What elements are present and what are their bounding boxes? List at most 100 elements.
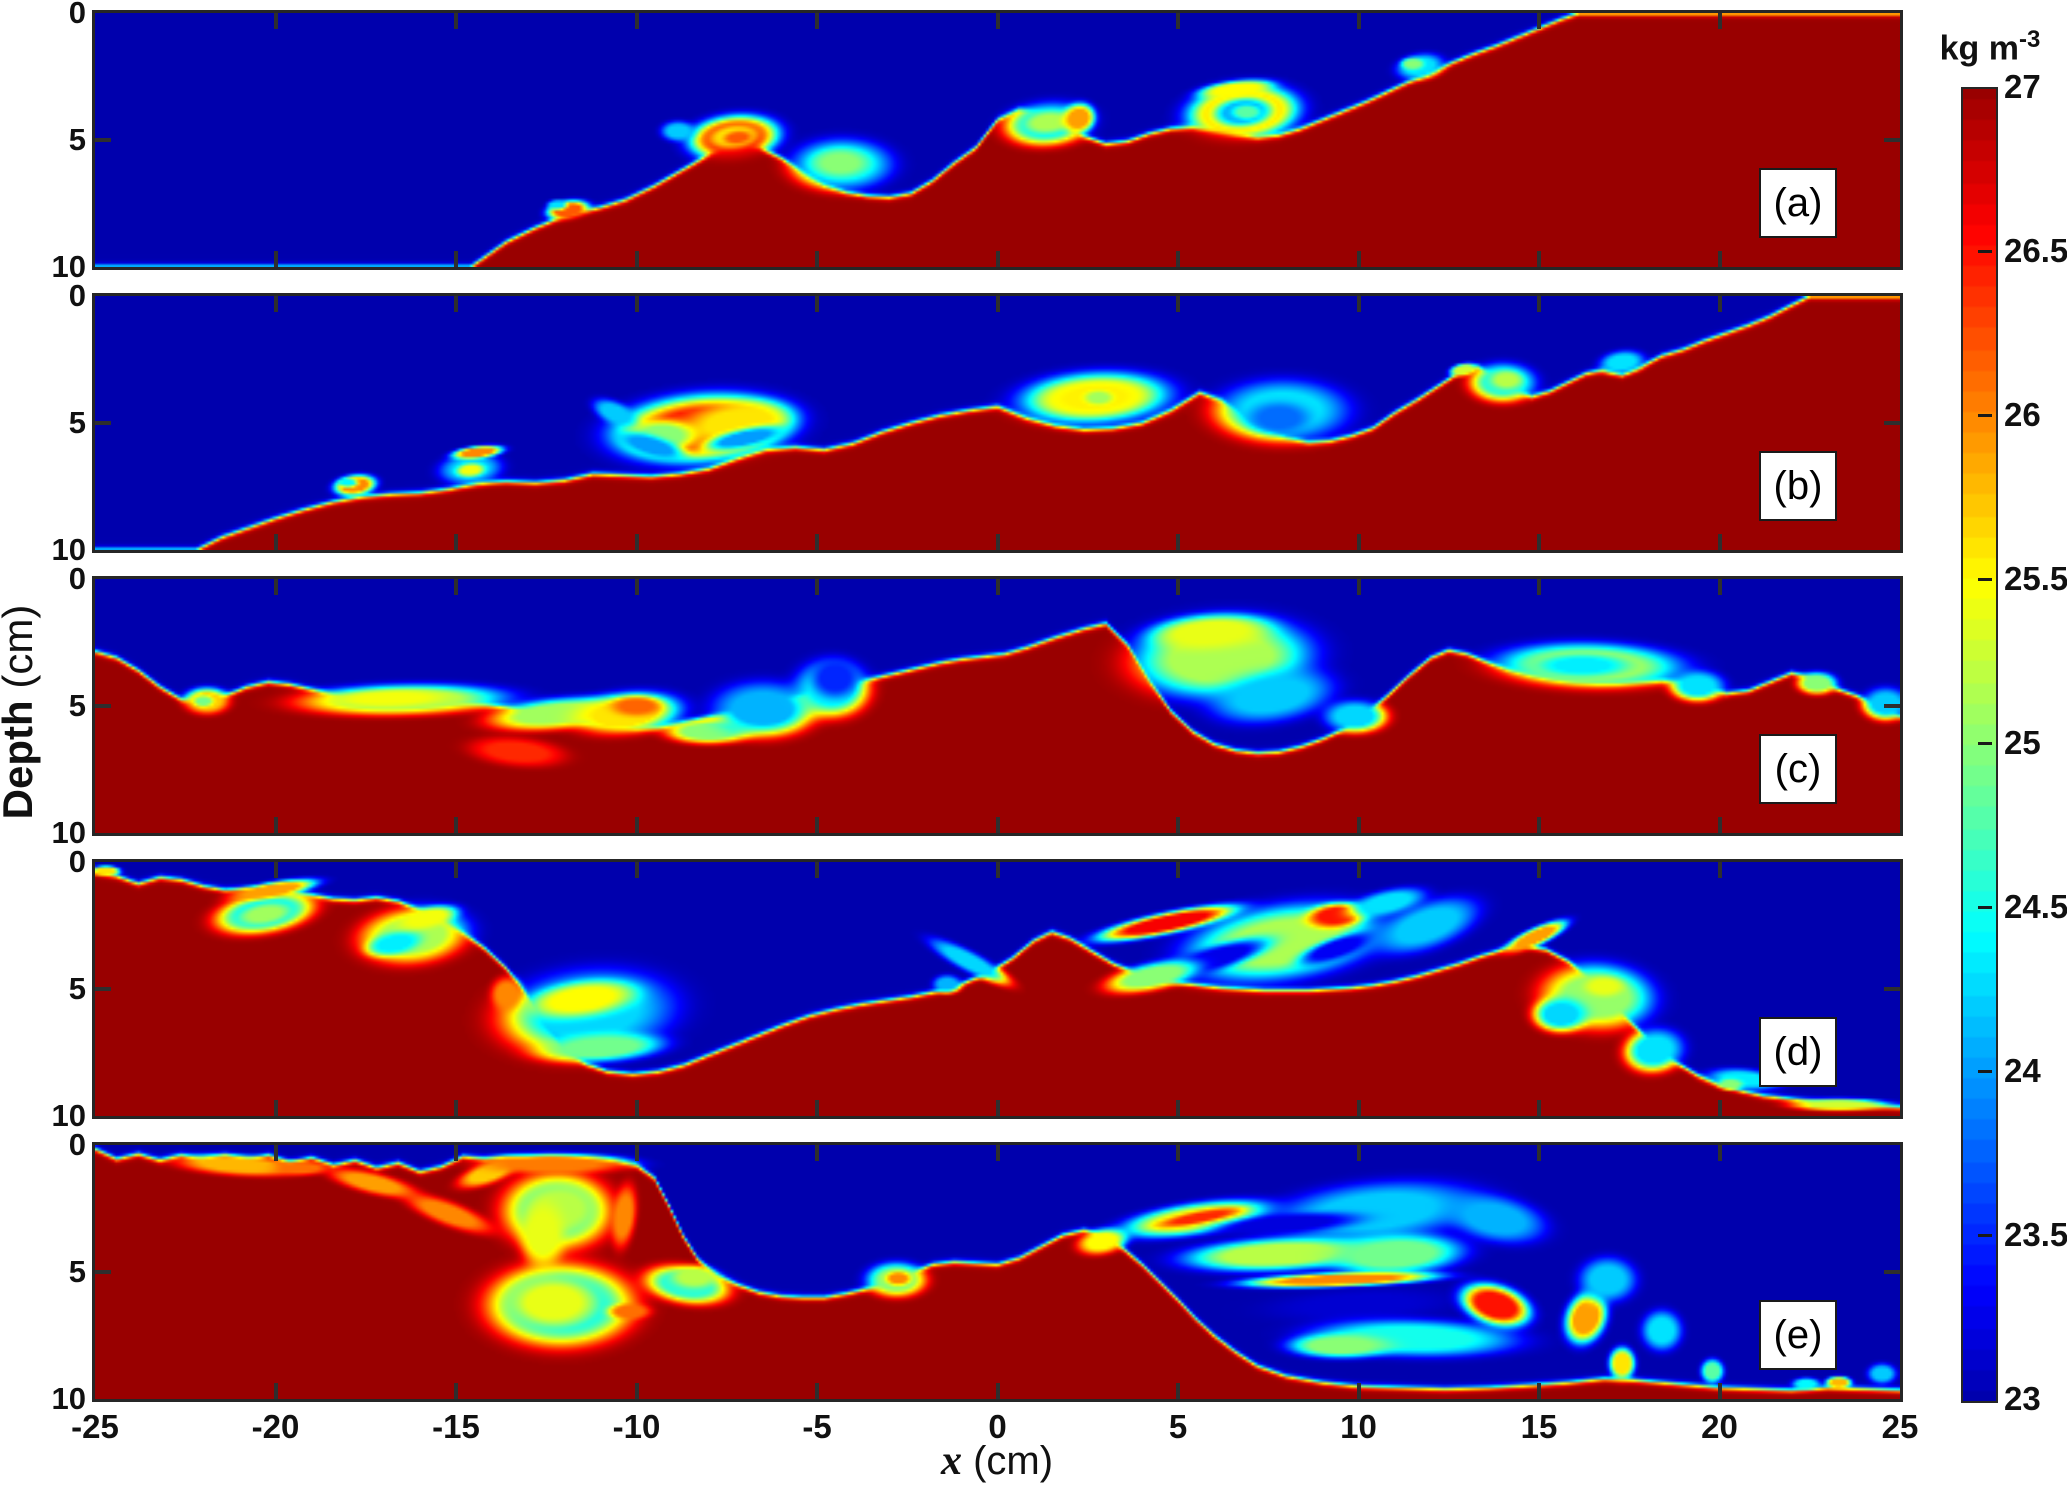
x-tick-bottom bbox=[1537, 1383, 1541, 1399]
x-tick-top bbox=[815, 579, 819, 595]
panel-letter-text: (e) bbox=[1773, 1312, 1823, 1357]
colorbar-tick-label: 26 bbox=[2004, 396, 2041, 433]
x-tick-bottom bbox=[454, 1383, 458, 1399]
y-tick-label: 5 bbox=[68, 405, 86, 440]
y-tick-label: 10 bbox=[51, 1098, 86, 1133]
y-tick-label: 10 bbox=[51, 815, 86, 850]
x-tick-top bbox=[273, 862, 278, 878]
panel-label-c: (c) bbox=[1759, 734, 1837, 804]
colorbar-gradient-canvas bbox=[1963, 89, 1996, 1401]
x-axis-title-unit: (cm) bbox=[973, 1439, 1054, 1483]
colorbar-tick-mark bbox=[1978, 1069, 1992, 1073]
colorbar-tick-label: 24 bbox=[2004, 1052, 2041, 1089]
panel-b: (b) bbox=[92, 293, 1903, 553]
x-tick-bottom bbox=[634, 251, 639, 267]
colorbar-tick-mark bbox=[1978, 577, 1992, 581]
x-tick-top bbox=[1356, 1145, 1361, 1161]
x-tick-label: 0 bbox=[988, 1408, 1007, 1445]
y-tick-label: 5 bbox=[68, 688, 86, 723]
x-tick-bottom bbox=[273, 534, 278, 550]
x-tick-bottom bbox=[1356, 817, 1361, 833]
x-tick-top bbox=[454, 579, 458, 595]
x-tick-bottom bbox=[1356, 1383, 1361, 1399]
x-tick-bottom bbox=[1537, 1100, 1541, 1116]
colorbar-tick-label: 26.5 bbox=[2004, 232, 2067, 269]
x-tick-bottom bbox=[273, 251, 278, 267]
colorbar-tick-mark bbox=[1978, 413, 1992, 417]
x-axis-title: x (cm) bbox=[941, 1437, 1053, 1485]
x-tick-top bbox=[634, 862, 639, 878]
x-tick-bottom bbox=[1176, 1100, 1180, 1116]
x-tick-label: 5 bbox=[1168, 1408, 1188, 1445]
x-tick-top bbox=[1176, 296, 1180, 312]
panel-d: (d) bbox=[92, 859, 1903, 1119]
x-tick-top bbox=[1717, 296, 1722, 312]
x-tick-label: -5 bbox=[802, 1408, 832, 1445]
x-tick-bottom bbox=[1356, 1100, 1361, 1116]
x-tick-top bbox=[815, 1145, 819, 1161]
x-tick-bottom bbox=[634, 534, 639, 550]
x-tick-top bbox=[1717, 1145, 1722, 1161]
panel-letter-text: (b) bbox=[1773, 463, 1823, 508]
x-tick-top bbox=[1356, 296, 1361, 312]
x-tick-top bbox=[1176, 1145, 1180, 1161]
x-tick-bottom bbox=[1537, 534, 1541, 550]
y-tick-right bbox=[1884, 421, 1900, 425]
colorbar-tick-mark bbox=[1978, 1233, 1992, 1237]
x-tick-bottom bbox=[1176, 1383, 1180, 1399]
x-tick-top bbox=[995, 13, 1000, 29]
x-tick-bottom bbox=[1717, 817, 1722, 833]
colorbar-title: kg m-3 bbox=[1905, 26, 2067, 68]
x-tick-bottom bbox=[995, 251, 1000, 267]
x-tick-bottom bbox=[273, 1100, 278, 1116]
x-tick-top bbox=[1356, 579, 1361, 595]
density-field-canvas-a bbox=[95, 13, 1900, 267]
colorbar-tick-mark bbox=[1978, 249, 1992, 253]
colorbar-tick-label: 27 bbox=[2004, 68, 2041, 105]
x-tick-top bbox=[815, 862, 819, 878]
x-tick-bottom bbox=[815, 1100, 819, 1116]
colorbar-title-main: kg m bbox=[1939, 29, 2019, 68]
x-tick-top bbox=[454, 296, 458, 312]
y-tick-label: 10 bbox=[51, 532, 86, 567]
x-tick-bottom bbox=[634, 1100, 639, 1116]
x-tick-top bbox=[1537, 13, 1541, 29]
panel-label-b: (b) bbox=[1759, 451, 1837, 521]
x-tick-bottom bbox=[454, 817, 458, 833]
x-tick-label: -20 bbox=[251, 1408, 300, 1445]
x-tick-top bbox=[995, 862, 1000, 878]
x-tick-bottom bbox=[995, 1100, 1000, 1116]
x-tick-top bbox=[634, 1145, 639, 1161]
colorbar bbox=[1961, 87, 1998, 1403]
density-field-canvas-b bbox=[95, 296, 1900, 550]
x-tick-bottom bbox=[454, 1100, 458, 1116]
x-tick-top bbox=[273, 1145, 278, 1161]
x-tick-bottom bbox=[454, 534, 458, 550]
colorbar-tick-label: 23.5 bbox=[2004, 1216, 2067, 1253]
x-tick-top bbox=[634, 579, 639, 595]
y-tick-right bbox=[1884, 704, 1900, 708]
y-tick-left bbox=[95, 987, 111, 991]
panel-label-d: (d) bbox=[1759, 1017, 1837, 1087]
y-tick-label: 5 bbox=[68, 971, 86, 1006]
x-tick-top bbox=[1717, 13, 1722, 29]
y-tick-label: 0 bbox=[68, 278, 86, 313]
y-tick-label: 10 bbox=[51, 1381, 86, 1416]
colorbar-tick-label: 25 bbox=[2004, 724, 2041, 761]
x-tick-top bbox=[1356, 13, 1361, 29]
y-tick-right bbox=[1884, 1270, 1900, 1274]
x-tick-top bbox=[454, 13, 458, 29]
y-tick-left bbox=[95, 1270, 111, 1274]
x-tick-bottom bbox=[1537, 251, 1541, 267]
y-tick-right bbox=[1884, 138, 1900, 142]
x-tick-top bbox=[1717, 579, 1722, 595]
x-tick-bottom bbox=[1176, 251, 1180, 267]
x-tick-bottom bbox=[1717, 534, 1722, 550]
y-tick-label: 0 bbox=[68, 561, 86, 596]
x-tick-top bbox=[815, 296, 819, 312]
x-tick-bottom bbox=[995, 534, 1000, 550]
x-tick-top bbox=[1176, 579, 1180, 595]
x-tick-bottom bbox=[995, 817, 1000, 833]
x-tick-bottom bbox=[815, 1383, 819, 1399]
